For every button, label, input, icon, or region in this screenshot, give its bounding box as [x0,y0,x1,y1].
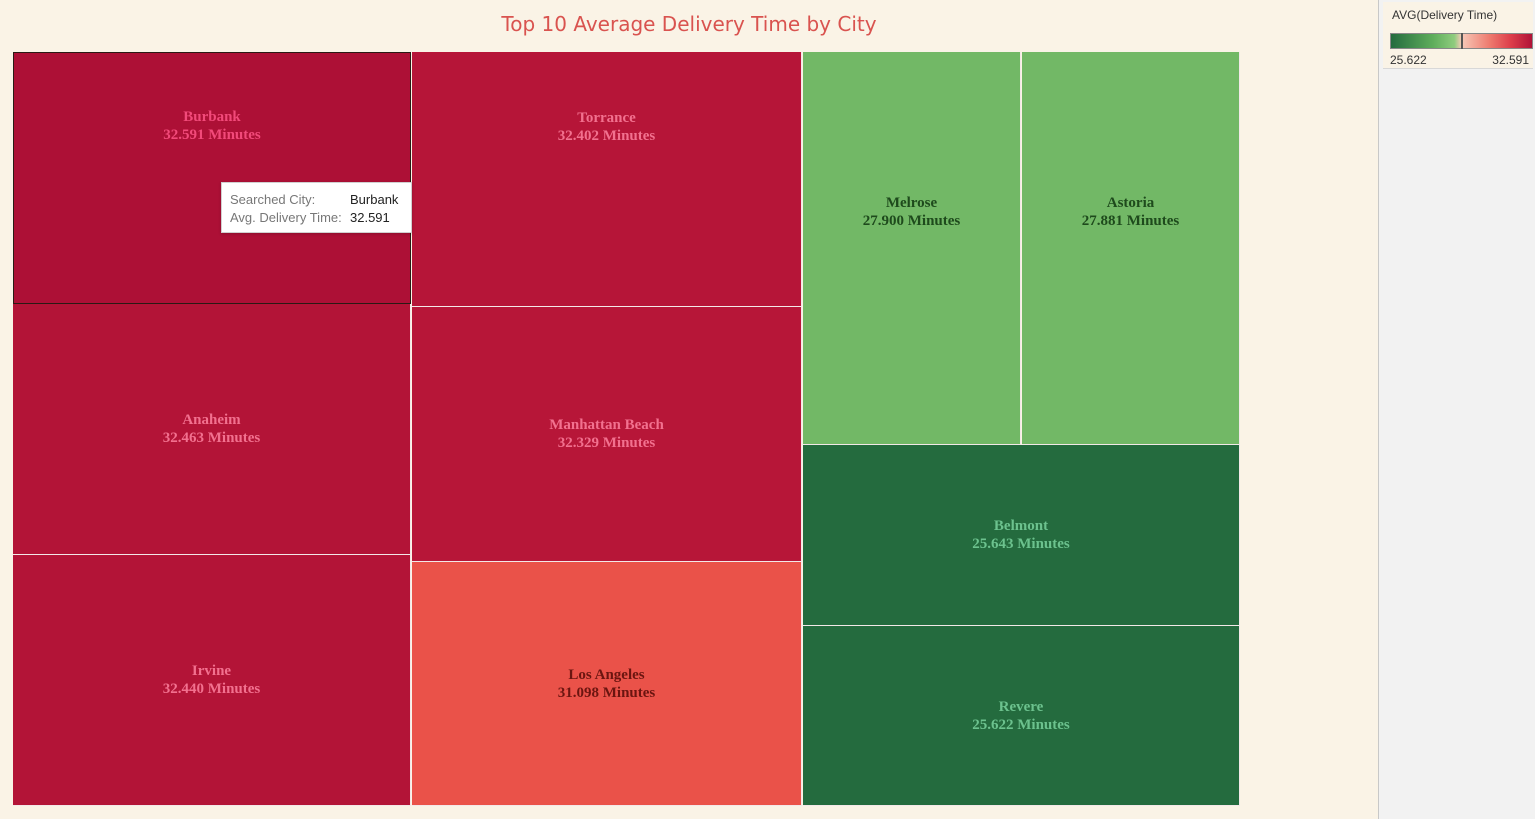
tile-city-name: Torrance [577,110,636,126]
tile-city-name: Burbank [183,109,241,125]
tile-label: Revere 25.622 Minutes [972,698,1070,734]
tile-city-name: Irvine [191,663,232,679]
tooltip-city-key: Searched City: [230,191,316,207]
treemap: Burbank 32.591 Minutes Anaheim 32.463 Minut… [13,52,1240,806]
tooltip: Searched City: Burbank Avg. Delivery Tim… [221,182,412,233]
tile-label: Los Angeles 31.098 Minutes [558,666,656,702]
treemap-tile-irvine[interactable]: Irvine 32.440 Minutes [13,555,411,806]
tile-value: 25.643 Minutes [972,536,1070,552]
tile-value: 32.329 Minutes [557,435,656,451]
treemap-tile-manhattan-beach[interactable]: Manhattan Beach 32.329 Minutes [412,307,802,562]
treemap-tile-melrose[interactable]: Melrose 27.900 Minutes [803,52,1021,445]
tile-label: Anaheim 32.463 Minutes [163,411,261,447]
side-panel: AVG(Delivery Time) 25.622 32.591 [1378,0,1535,819]
tile-value: 32.463 Minutes [162,430,261,446]
tile-city-name: Belmont [993,518,1049,534]
legend-title: AVG(Delivery Time) [1392,8,1498,22]
tile-value: 25.622 Minutes [972,716,1070,733]
legend-max-label: 32.591 [1492,53,1529,67]
tooltip-time-key: Avg. Delivery Time: [230,209,342,225]
tile-value: 27.900 Minutes [862,213,961,229]
legend-highlight-marker [1460,33,1463,49]
tile-label: Belmont 25.643 Minutes [972,517,1070,553]
tile-value: 32.440 Minutes [162,681,261,697]
tile-label: Burbank 32.591 Minutes [163,108,261,144]
tile-city-name: Manhattan Beach [549,417,664,433]
tile-city-name: Los Angeles [568,666,645,683]
tile-label: Astoria 27.881 Minutes [1082,194,1180,230]
tile-label: Irvine 32.440 Minutes [163,662,261,698]
tile-city-name: Anaheim [182,412,241,428]
chart-title: Top 10 Average Delivery Time by City [501,12,877,36]
tile-value: 32.591 Minutes [163,127,261,143]
treemap-tile-burbank[interactable]: Burbank 32.591 Minutes [13,52,411,304]
tile-label: Torrance 32.402 Minutes [558,109,656,145]
tile-city-name: Melrose [885,195,938,211]
tooltip-time-value: 32.591 [350,209,390,225]
treemap-tile-astoria[interactable]: Astoria 27.881 Minutes [1022,52,1240,445]
tile-label: Manhattan Beach 32.329 Minutes [549,416,664,452]
treemap-tile-revere[interactable]: Revere 25.622 Minutes [803,626,1240,806]
tile-city-name: Revere [998,698,1044,715]
treemap-tile-torrance[interactable]: Torrance 32.402 Minutes [412,52,802,307]
tile-value: 27.881 Minutes [1081,213,1180,229]
tile-label: Melrose 27.900 Minutes [863,194,961,230]
tooltip-city-value: Burbank [350,191,399,207]
treemap-tile-los-angeles[interactable]: Los Angeles 31.098 Minutes [412,562,802,806]
legend-min-label: 25.622 [1390,53,1427,67]
tile-value: 31.098 Minutes [557,684,656,701]
tile-value: 32.402 Minutes [557,128,656,144]
color-legend[interactable]: AVG(Delivery Time) 25.622 32.591 [1383,2,1533,69]
tile-city-name: Astoria [1106,195,1155,211]
treemap-tile-anaheim[interactable]: Anaheim 32.463 Minutes [13,304,411,555]
treemap-tile-belmont[interactable]: Belmont 25.643 Minutes [803,445,1240,626]
